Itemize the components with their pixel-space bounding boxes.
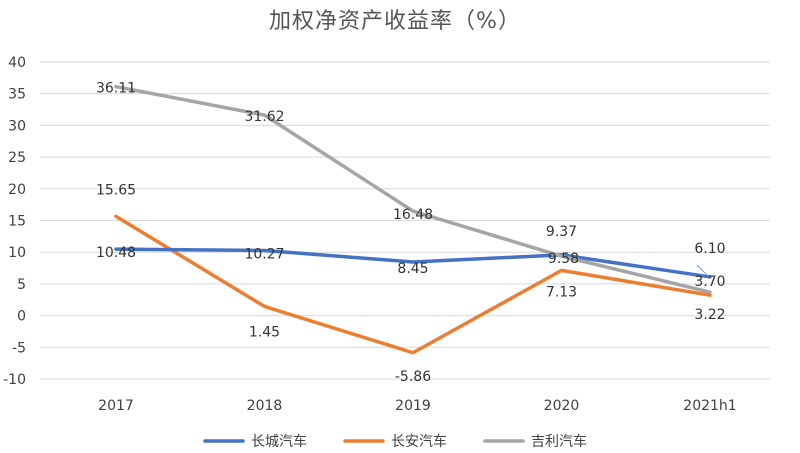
y-tick-label: -5 <box>12 340 26 356</box>
legend-label: 长安汽车 <box>391 433 447 450</box>
label-leader-line <box>696 264 709 277</box>
y-tick-label: -10 <box>3 372 26 388</box>
series-line-2 <box>114 84 712 294</box>
series-line-0 <box>114 247 712 279</box>
series-line-1 <box>114 214 712 355</box>
legend-label: 长城汽车 <box>251 433 307 450</box>
y-tick-label: 0 <box>17 309 26 325</box>
data-label: 3.70 <box>694 274 725 290</box>
y-tick-label: 5 <box>17 277 26 293</box>
legend-label: 吉利汽车 <box>531 433 587 450</box>
y-tick-label: 30 <box>8 118 26 134</box>
x-tick-label: 2019 <box>395 398 431 414</box>
data-label: 3.22 <box>694 307 725 323</box>
data-label: 10.48 <box>96 245 136 261</box>
data-label: 6.10 <box>694 241 725 257</box>
data-label: 31.62 <box>244 109 284 125</box>
y-tick-label: 20 <box>8 182 26 198</box>
data-label: 1.45 <box>249 324 280 340</box>
y-tick-label: 15 <box>8 214 26 230</box>
x-tick-label: 2017 <box>98 398 134 414</box>
x-tick-label: 2020 <box>544 398 580 414</box>
chart-title: 加权净资产收益率（%） <box>269 9 521 34</box>
data-label: 9.37 <box>546 224 577 240</box>
y-tick-label: 35 <box>8 87 26 103</box>
data-label: -5.86 <box>395 369 431 385</box>
data-label: 8.45 <box>397 261 428 277</box>
data-label: 7.13 <box>546 284 577 300</box>
x-tick-label: 2021h1 <box>683 398 736 414</box>
y-tick-label: 10 <box>8 245 26 261</box>
data-label: 10.27 <box>244 246 284 262</box>
series-lines <box>114 84 712 355</box>
y-axis-tick-labels: -10 -5 0 5 10 15 20 25 30 35 40 <box>3 55 26 388</box>
y-tick-label: 25 <box>8 150 26 166</box>
data-label: 36.11 <box>96 81 136 97</box>
data-label: 16.48 <box>393 207 433 223</box>
data-label: 9.58 <box>548 251 579 267</box>
legend: 长城汽车 长安汽车 吉利汽车 <box>203 433 587 450</box>
data-labels: 10.48 10.27 8.45 9.58 6.10 15.65 1.45 -5.86 7.13… <box>96 81 726 385</box>
gridlines <box>40 61 770 380</box>
x-axis-tick-labels: 2017 2018 2019 2020 2021h1 <box>98 398 737 414</box>
data-label: 15.65 <box>96 182 136 198</box>
y-tick-label: 40 <box>8 55 26 71</box>
x-tick-label: 2018 <box>247 398 283 414</box>
